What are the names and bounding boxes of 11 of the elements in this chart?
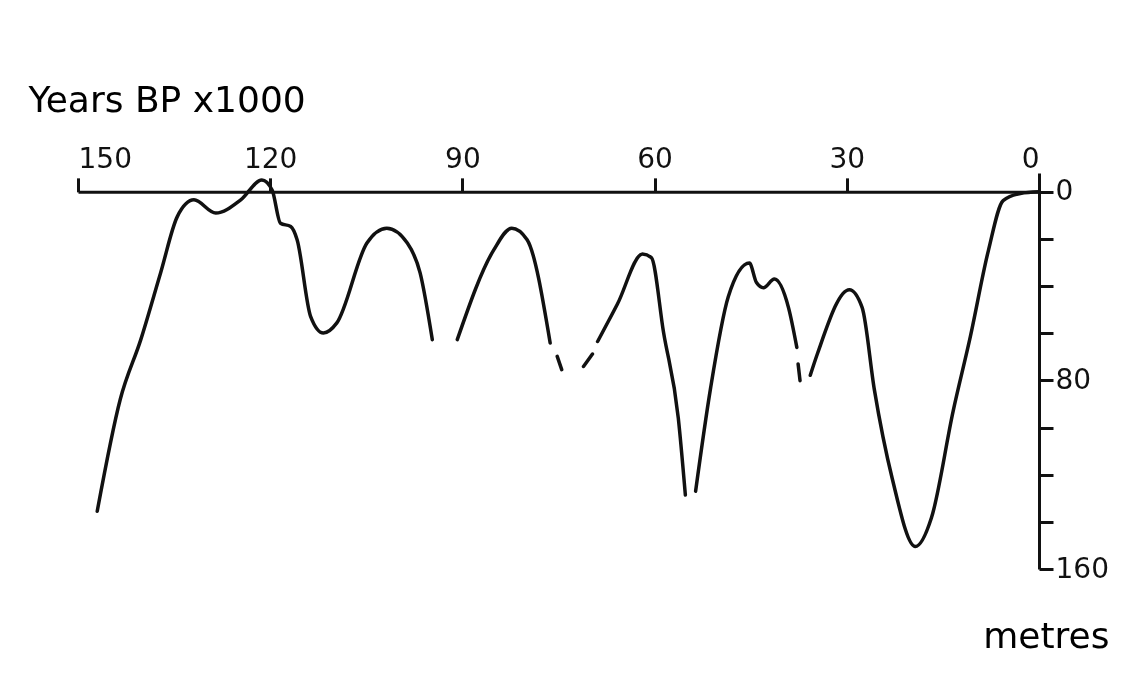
- x-axis-title: Years BP x1000: [27, 79, 306, 121]
- x-tick-label: 60: [637, 142, 673, 176]
- x-tick-label: 0: [1021, 142, 1040, 176]
- x-tick-label: 90: [445, 142, 481, 176]
- x-tick-label: 150: [78, 142, 132, 176]
- y-tick-label: 80: [1055, 362, 1092, 396]
- y-tick-label: 0: [1055, 174, 1074, 208]
- x-tick-label: 30: [829, 142, 866, 176]
- y-tick-label: 160: [1055, 551, 1109, 585]
- x-tick-label: 120: [243, 142, 298, 176]
- y-axis-title: metres: [983, 614, 1110, 656]
